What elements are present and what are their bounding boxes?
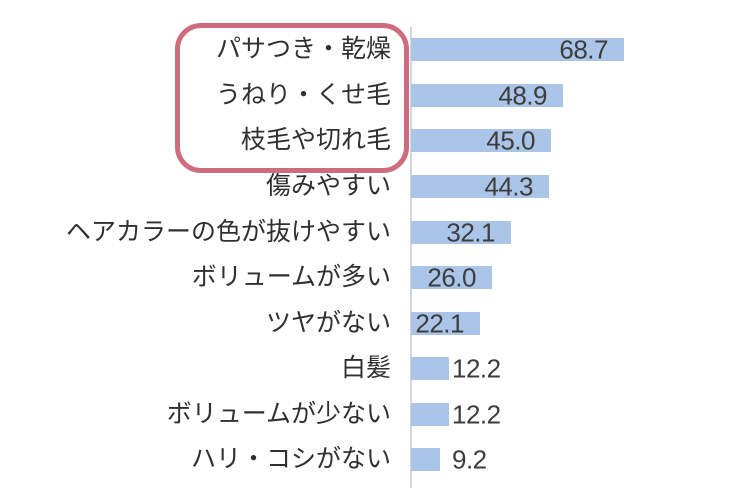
category-label: 枝毛や切れ毛 <box>240 126 391 154</box>
category-label: うねり・くせ毛 <box>215 81 391 109</box>
value-label: 9.2 <box>452 444 487 474</box>
category-label: ボリュームが少ない <box>166 400 391 428</box>
value-label: 48.9 <box>498 80 547 110</box>
bar: 48.9 <box>411 80 563 110</box>
value-label: 32.1 <box>446 217 495 247</box>
bar-row: 白髪 12.2 <box>0 353 746 383</box>
bar: 44.3 <box>411 171 549 201</box>
bar-row: ボリュームが少ない 12.2 <box>0 399 746 429</box>
value-label: 68.7 <box>559 34 608 64</box>
category-label: ツヤがない <box>265 309 391 337</box>
bar: 26.0 <box>411 262 492 292</box>
bar: 68.7 <box>411 34 624 64</box>
bar: 12.2 <box>411 353 501 383</box>
bar-row: パサつき・乾燥 68.7 <box>0 34 746 64</box>
value-label: 44.3 <box>484 171 533 201</box>
bar-row: ツヤがない 22.1 <box>0 308 746 338</box>
category-label: ハリ・コシがない <box>190 445 391 473</box>
category-label: 傷みやすい <box>265 172 391 200</box>
bar-row: 枝毛や切れ毛 45.0 <box>0 125 746 155</box>
bar: 45.0 <box>411 125 551 155</box>
category-label: ヘアカラーの色が抜けやすい <box>65 218 391 246</box>
value-label: 45.0 <box>486 125 535 155</box>
value-label: 12.2 <box>452 399 501 429</box>
bar-row: 傷みやすい 44.3 <box>0 171 746 201</box>
value-label: 22.1 <box>415 308 464 338</box>
bar: 9.2 <box>411 444 487 474</box>
bar: 32.1 <box>411 217 511 247</box>
bar-row: うねり・くせ毛 48.9 <box>0 80 746 110</box>
category-label: ボリュームが多い <box>191 263 391 291</box>
bar: 12.2 <box>411 399 501 429</box>
bar-row: ヘアカラーの色が抜けやすい 32.1 <box>0 217 746 247</box>
bar: 22.1 <box>411 308 480 338</box>
category-label: パサつき・乾燥 <box>215 35 391 63</box>
bar-row: ハリ・コシがない 9.2 <box>0 444 746 474</box>
value-label: 12.2 <box>452 353 501 383</box>
value-label: 26.0 <box>427 262 476 292</box>
bar-row: ボリュームが多い 26.0 <box>0 262 746 292</box>
category-axis-line <box>410 27 412 488</box>
category-label: 白髪 <box>340 354 391 382</box>
